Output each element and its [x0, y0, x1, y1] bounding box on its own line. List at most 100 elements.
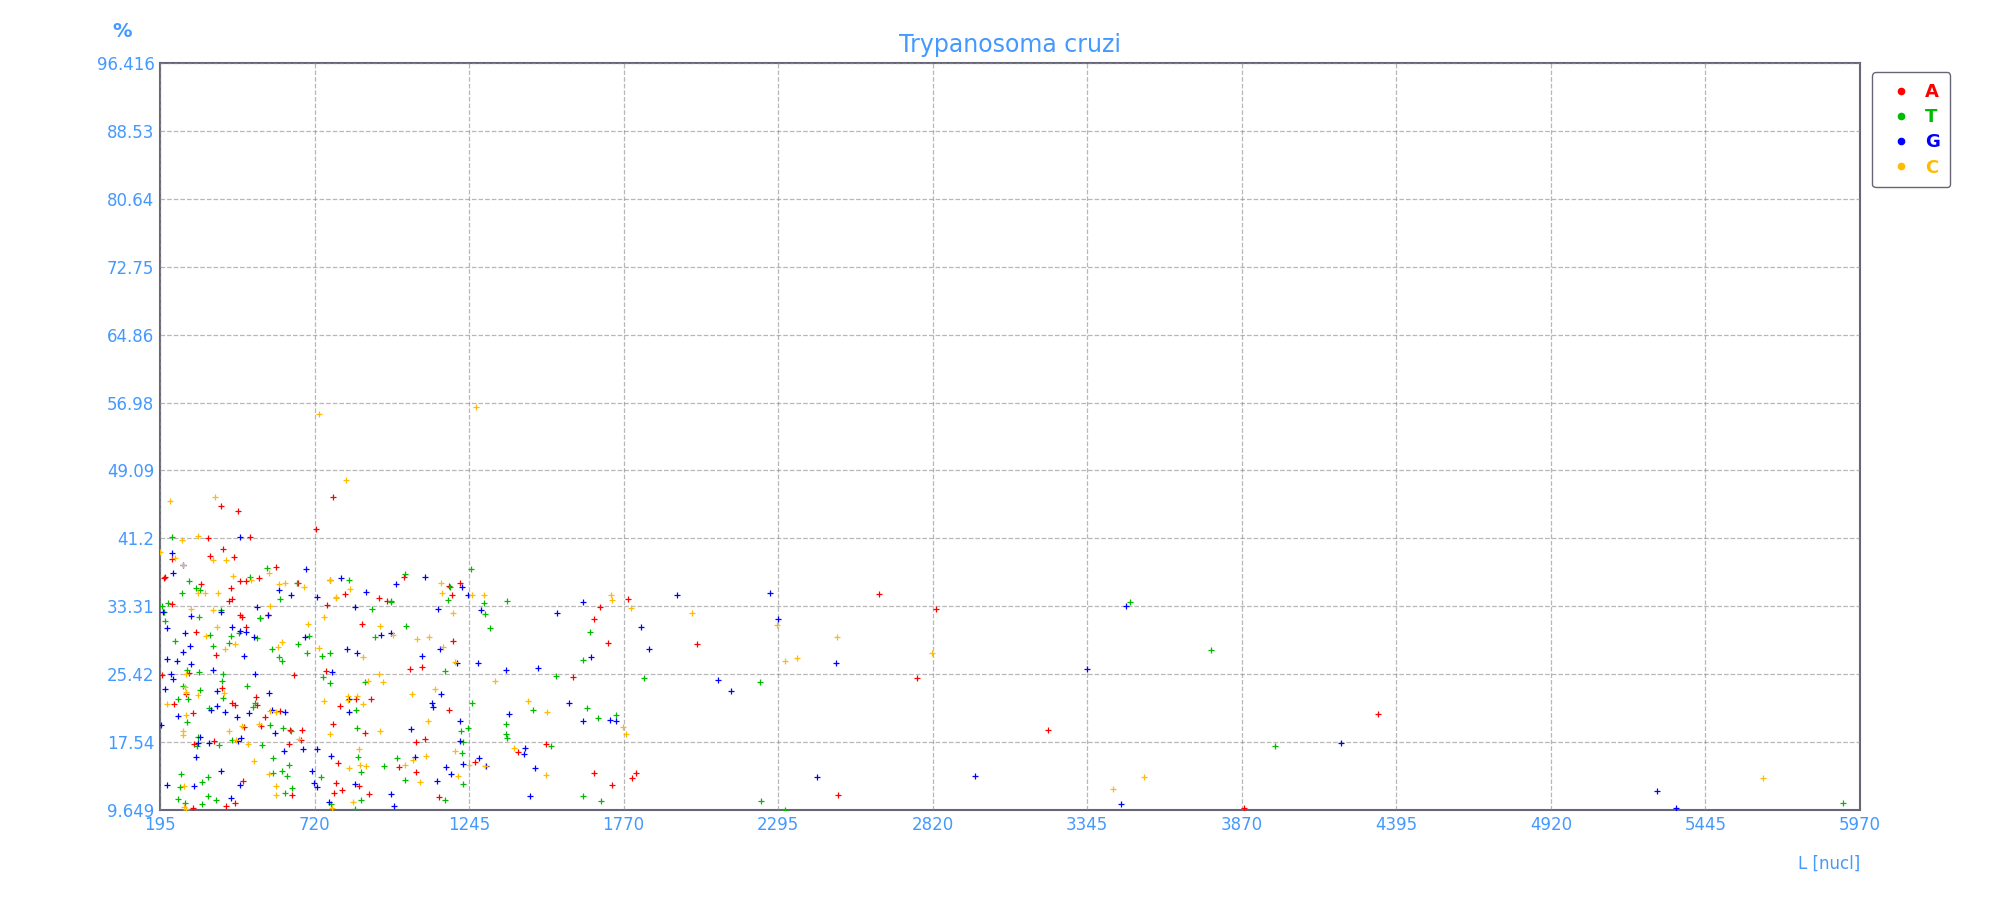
G: [420, 774, 452, 788]
G: [154, 667, 186, 681]
T: [388, 567, 420, 581]
C: [196, 553, 228, 567]
G: [448, 757, 480, 771]
G: [210, 706, 242, 720]
C: [436, 606, 468, 620]
C: [452, 758, 484, 772]
C: [170, 708, 202, 723]
C: [594, 588, 626, 602]
A: [530, 737, 562, 751]
A: [444, 575, 476, 590]
G: [174, 639, 206, 653]
A: [216, 580, 248, 595]
A: [322, 756, 354, 770]
G: [490, 663, 522, 678]
T: [266, 653, 298, 668]
T: [346, 765, 378, 779]
C: [190, 586, 222, 600]
C: [270, 575, 302, 590]
T: [180, 580, 212, 595]
C: [160, 551, 192, 565]
G: [338, 599, 370, 614]
A: [192, 531, 224, 545]
G: [380, 577, 412, 591]
G: [464, 603, 496, 617]
A: [214, 594, 246, 608]
G: [216, 791, 248, 806]
T: [272, 770, 304, 784]
T: [1114, 594, 1146, 608]
A: [344, 778, 376, 793]
G: [226, 731, 258, 745]
C: [596, 592, 628, 607]
A: [400, 734, 432, 749]
T: [150, 614, 182, 628]
G: [960, 770, 992, 784]
T: [294, 629, 326, 643]
G: [444, 734, 476, 749]
C: [202, 620, 234, 634]
T: [342, 750, 374, 764]
A: [348, 726, 380, 741]
T: [374, 594, 406, 608]
T: [238, 696, 270, 710]
C: [254, 598, 286, 613]
T: [306, 770, 338, 784]
C: [368, 675, 400, 689]
T: [264, 592, 296, 607]
T: [382, 751, 414, 765]
A: [340, 692, 372, 706]
T: [390, 618, 422, 633]
C: [342, 742, 374, 757]
G: [416, 696, 448, 710]
C: [216, 569, 248, 583]
T: [206, 691, 238, 706]
G: [238, 630, 270, 644]
G: [514, 788, 546, 803]
T: [232, 680, 264, 694]
T: [1826, 796, 1858, 810]
A: [314, 573, 346, 588]
C: [330, 472, 362, 487]
C: [214, 724, 246, 738]
A: [206, 542, 238, 556]
C: [498, 742, 530, 756]
Legend: A, T, G, C: A, T, G, C: [1872, 72, 1950, 187]
C: [420, 681, 452, 696]
A: [328, 587, 360, 601]
A: [180, 625, 212, 639]
T: [536, 739, 568, 753]
C: [320, 590, 352, 605]
G: [520, 760, 552, 775]
A: [224, 608, 256, 623]
C: [470, 760, 502, 774]
C: [232, 736, 264, 751]
G: [160, 654, 192, 669]
C: [168, 680, 200, 694]
C: [822, 629, 854, 643]
C: [606, 720, 638, 734]
C: [780, 651, 812, 665]
G: [374, 626, 406, 641]
G: [174, 609, 206, 624]
G: [494, 706, 526, 721]
C: [1098, 782, 1130, 796]
C: [378, 628, 410, 643]
T: [268, 721, 300, 735]
G: [216, 620, 248, 634]
G: [204, 764, 236, 778]
A: [434, 702, 466, 716]
G: [204, 605, 236, 619]
C: [166, 557, 198, 572]
G: [568, 595, 600, 609]
C: [252, 767, 284, 781]
A: [920, 602, 952, 616]
Text: %: %: [112, 22, 132, 40]
C: [288, 580, 320, 594]
C: [170, 802, 202, 816]
A: [436, 588, 468, 602]
C: [342, 688, 374, 703]
G: [146, 605, 178, 619]
A: [178, 736, 210, 751]
T: [170, 715, 202, 729]
